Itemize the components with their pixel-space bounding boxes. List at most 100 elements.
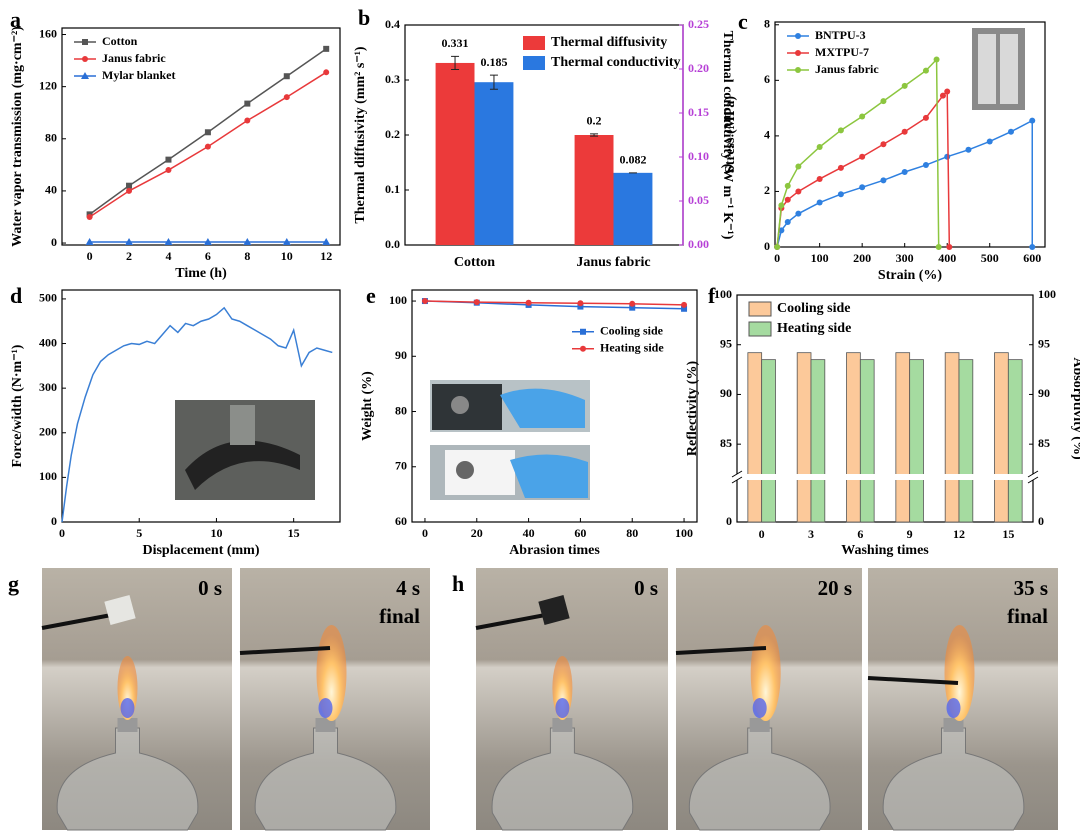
y-tick-label: 500 xyxy=(39,291,57,305)
marker xyxy=(784,196,791,203)
y-tick-label: 100 xyxy=(714,287,732,301)
bar xyxy=(895,352,911,523)
wick xyxy=(315,718,336,732)
x-tick-label: 300 xyxy=(896,251,914,265)
legend-marker xyxy=(795,50,801,56)
y-tick-label: 80 xyxy=(45,131,57,145)
legend-label: Heating side xyxy=(600,341,664,355)
panel-label: f xyxy=(708,283,716,308)
marker xyxy=(935,244,942,250)
panel-label: a xyxy=(10,7,21,32)
y-tick-label: 300 xyxy=(39,380,57,394)
x-tick-label: 9 xyxy=(907,527,913,541)
legend-marker xyxy=(82,39,88,45)
marker xyxy=(204,143,211,150)
marker xyxy=(244,100,251,107)
y2-tick-label: 0 xyxy=(1038,514,1044,528)
marker xyxy=(126,187,133,194)
marker xyxy=(922,67,929,74)
marker xyxy=(859,113,866,120)
marker xyxy=(681,301,688,308)
axis-break-gap xyxy=(731,474,1039,480)
bar xyxy=(944,352,960,523)
y-tick-label: 0 xyxy=(51,235,57,249)
marker xyxy=(473,299,480,306)
y-tick-label: 85 xyxy=(720,436,732,450)
legend-label: MXTPU-7 xyxy=(815,45,869,59)
time-label: 4 s xyxy=(396,576,420,600)
marker xyxy=(859,184,866,191)
marker xyxy=(837,164,844,171)
y-tick-label: 90 xyxy=(395,348,407,362)
marker xyxy=(784,182,791,189)
legend-label: Thermal conductivity xyxy=(551,55,681,70)
y2-axis-label: Absorptivity (%) xyxy=(1070,357,1080,460)
sample xyxy=(538,595,570,625)
y-axis-label: Reflectivity (%) xyxy=(685,361,700,457)
y-tick-label: 0.2 xyxy=(385,127,400,141)
flame-base xyxy=(318,698,333,718)
time-label: 0 s xyxy=(198,576,222,600)
y2-tick-label: 85 xyxy=(1038,436,1050,450)
marker xyxy=(577,300,584,307)
x-tick-label: 6 xyxy=(857,527,863,541)
y-tick-label: 160 xyxy=(39,26,57,40)
x-tick-label: 40 xyxy=(523,526,535,540)
time-label: 20 s xyxy=(818,576,852,600)
y-axis-label: Weight (%) xyxy=(360,371,375,441)
y-tick-label: 0.4 xyxy=(385,17,400,31)
x-tick-label: 600 xyxy=(1023,251,1041,265)
legend-label: Cotton xyxy=(102,34,138,48)
marker xyxy=(243,238,252,246)
marker xyxy=(125,238,134,246)
data-line xyxy=(61,306,333,523)
y2-tick-label: 0.25 xyxy=(688,17,709,31)
legend-marker xyxy=(795,33,801,39)
marker xyxy=(816,175,823,182)
value-label: 0.331 xyxy=(442,36,469,50)
x-tick-label: 400 xyxy=(938,251,956,265)
panel-label: g xyxy=(8,571,19,596)
bar xyxy=(761,359,776,523)
y-tick-label: 95 xyxy=(720,336,732,350)
legend-swatch xyxy=(748,301,772,317)
photo xyxy=(867,568,1058,831)
value-label: 0.185 xyxy=(480,55,507,69)
marker xyxy=(795,210,802,217)
marker xyxy=(629,300,636,307)
y2-axis-label: Thermal conductivity (W m⁻¹ K⁻¹) xyxy=(720,31,735,240)
y-tick-label: 100 xyxy=(389,293,407,307)
flame-base xyxy=(752,698,767,718)
plot-frame xyxy=(411,289,698,523)
y2-tick-label: 90 xyxy=(1038,386,1050,400)
marker xyxy=(323,45,330,52)
y-tick-label: 6 xyxy=(764,72,770,86)
legend-swatch xyxy=(523,56,545,70)
x-tick-label: 8 xyxy=(244,249,250,263)
legend-swatch xyxy=(523,36,545,50)
lamp xyxy=(882,727,1025,831)
y2-tick-label: 100 xyxy=(1038,287,1056,301)
y-tick-label: 90 xyxy=(720,386,732,400)
x-tick-label: 100 xyxy=(675,526,693,540)
marker xyxy=(880,177,887,184)
y-axis-label: Water vapor transmission (mg·cm⁻²) xyxy=(10,26,25,247)
marker xyxy=(965,146,972,153)
panel-label: h xyxy=(452,571,464,596)
marker xyxy=(1029,244,1036,250)
marker xyxy=(421,298,428,305)
marker xyxy=(837,191,844,198)
marker xyxy=(880,141,887,148)
marker xyxy=(784,219,791,225)
tweezers xyxy=(239,646,331,655)
axis-break-mark xyxy=(731,470,743,484)
legend-label: Cooling side xyxy=(777,301,851,316)
marker xyxy=(323,69,330,76)
legend-label: Cooling side xyxy=(600,324,664,338)
value-label: 0.082 xyxy=(619,153,646,167)
x-tick-label: 60 xyxy=(574,526,586,540)
time-label: final xyxy=(1007,604,1048,628)
x-tick-label: 4 xyxy=(165,249,171,263)
panel-label: d xyxy=(10,283,22,308)
